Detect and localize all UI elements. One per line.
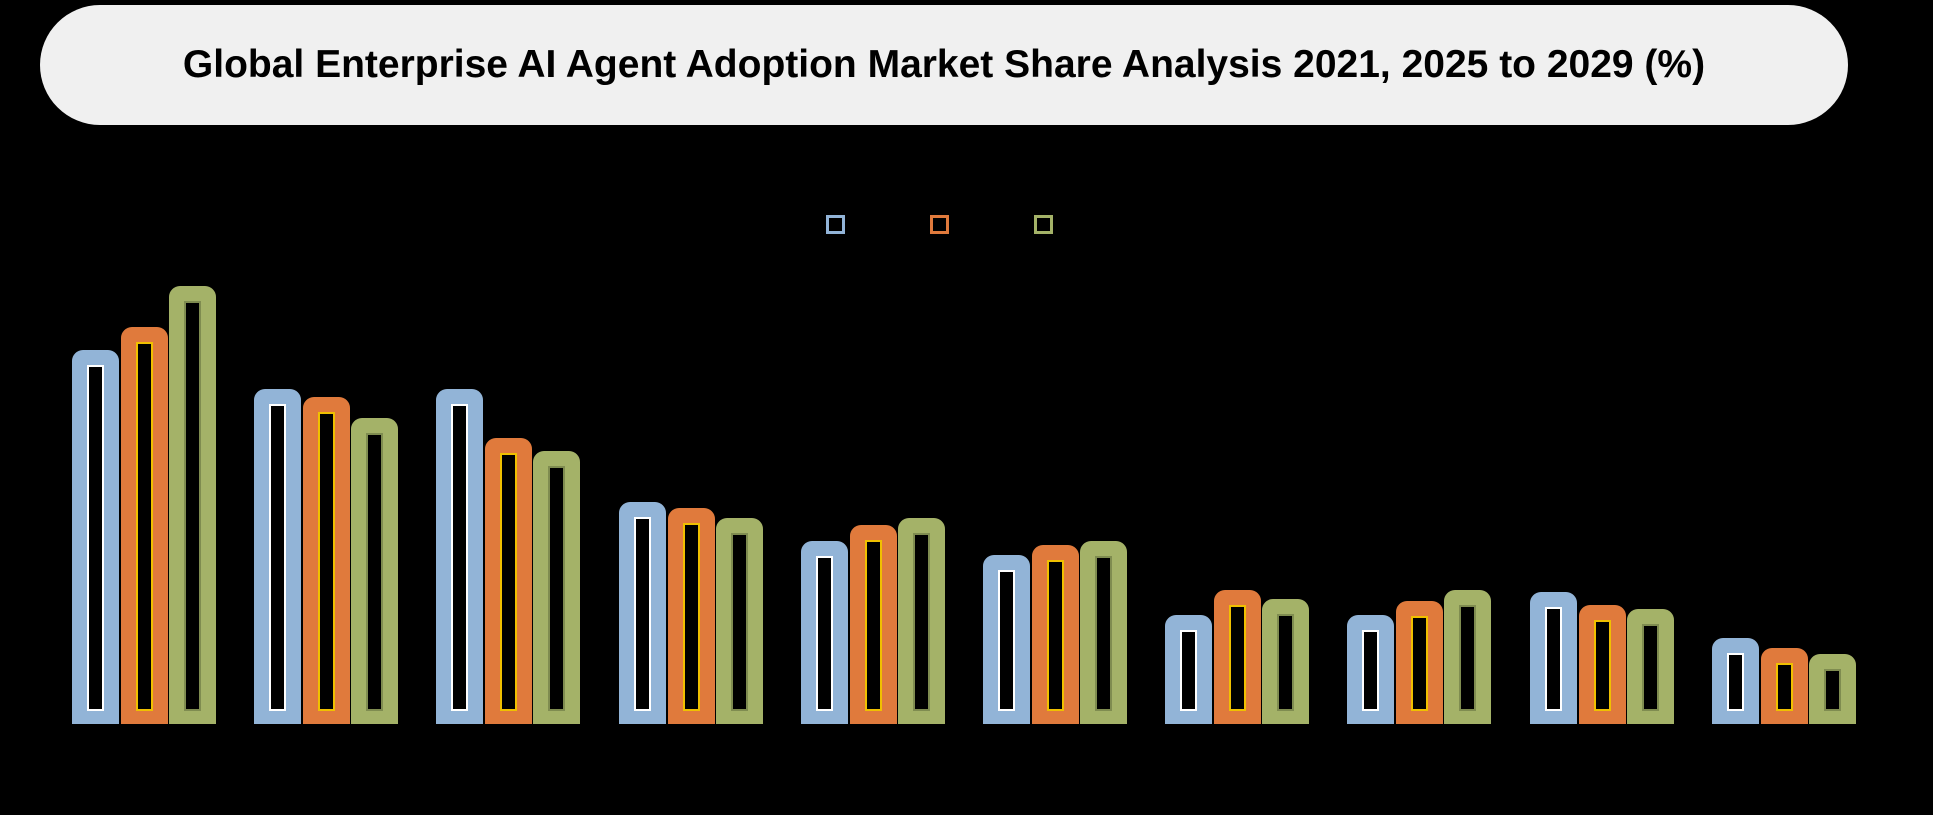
bar-group3-series1 [436,389,484,724]
bar-group7-series3 [1262,599,1310,724]
bar-group8-series3 [1444,590,1492,724]
bar-group9-series2 [1578,605,1626,724]
bar-group6-series2 [1032,545,1079,724]
bar-group4-series1 [618,502,666,724]
bar-group1-series3 [169,286,216,724]
bar-group4-series3 [715,518,763,724]
bar-group9-series3 [1626,609,1674,724]
bar-group6-series3 [1080,541,1127,724]
chart-title: Global Enterprise AI Agent Adoption Mark… [182,43,1706,86]
bar-group4-series2 [667,508,715,724]
x-axis-line [55,724,1870,726]
bar-group3-series3 [533,451,581,724]
bar-group7-series1 [1165,615,1213,724]
bar-group10-series1 [1711,638,1759,724]
bar-group8-series2 [1396,601,1444,724]
bar-group7-series2 [1214,590,1262,724]
bar-group10-series3 [1808,654,1856,724]
bar-group6-series1 [983,555,1030,724]
bar-group2-series3 [351,418,399,724]
bar-group2-series1 [254,389,302,724]
title-pill: Global Enterprise AI Agent Adoption Mark… [40,5,1848,125]
bar-group5-series3 [897,518,945,724]
bar-group1-series1 [72,350,119,724]
bar-group5-series2 [849,525,897,724]
bar-group2-series2 [303,397,351,724]
bar-group5-series1 [800,541,848,724]
bar-group9-series1 [1529,592,1577,724]
bar-group3-series2 [485,438,533,724]
plot-area [72,286,1856,724]
bar-group8-series1 [1347,615,1395,724]
bar-group1-series2 [121,327,168,724]
bar-group10-series2 [1760,648,1808,724]
